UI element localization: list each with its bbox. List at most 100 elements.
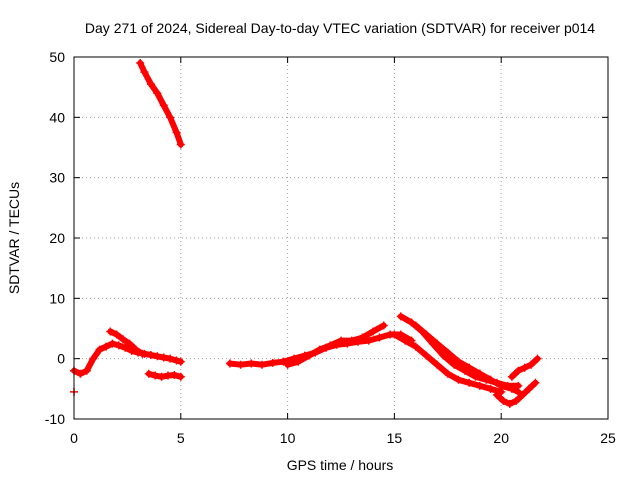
- y-tick-label: 40: [49, 109, 65, 125]
- data-point: [454, 375, 463, 384]
- data-point: [533, 354, 542, 363]
- data-point: [106, 327, 115, 336]
- data-point: [512, 396, 521, 405]
- data-point: [433, 360, 442, 369]
- data-point: [315, 345, 324, 354]
- data-point: [401, 336, 410, 345]
- data-point: [422, 351, 431, 360]
- data-point: [257, 360, 266, 369]
- data-point: [247, 359, 256, 368]
- data-point: [443, 351, 452, 360]
- data-point: [527, 360, 536, 369]
- axis-ticks: 0 5 10 15 20 25 -10 0 10 20 30 40 50: [45, 49, 616, 446]
- data-point: [531, 378, 540, 387]
- data-point: [475, 369, 484, 378]
- grid: [74, 57, 608, 419]
- data-point: [166, 354, 175, 363]
- x-tick-label: 15: [387, 430, 403, 446]
- data-point: [337, 336, 345, 345]
- data-point: [497, 381, 506, 390]
- x-axis-label: GPS time / hours: [287, 457, 394, 473]
- data-point: [422, 330, 431, 339]
- data-point: [144, 369, 153, 378]
- chart-title: Day 271 of 2024, Sidereal Day-to-day VTE…: [85, 20, 595, 36]
- data-point: [279, 357, 288, 366]
- data-point: [411, 321, 420, 330]
- data-point: [433, 339, 442, 348]
- data-point: [119, 335, 128, 344]
- data-point: [396, 312, 405, 321]
- data-point: [170, 370, 179, 379]
- data-point: [347, 336, 356, 345]
- series-arc-12: [492, 378, 540, 408]
- data-point: [153, 352, 162, 361]
- data-point: [95, 345, 104, 354]
- data-point: [492, 390, 501, 399]
- data-point: [172, 128, 181, 137]
- data-point: [112, 330, 121, 339]
- data-point: [172, 356, 181, 365]
- y-tick-label: 30: [49, 170, 65, 186]
- series-arc-1: [70, 339, 185, 378]
- data-point: [294, 357, 303, 366]
- data-point: [358, 333, 367, 342]
- data-point: [379, 321, 388, 330]
- series-trace: [284, 322, 387, 368]
- data-point: [76, 369, 85, 378]
- data-point: [176, 372, 185, 381]
- data-point: [465, 378, 474, 387]
- data-point: [514, 366, 523, 375]
- data-point: [407, 318, 416, 327]
- data-point: [486, 384, 495, 393]
- x-tick-label: 5: [177, 430, 185, 446]
- data-point: [89, 354, 98, 363]
- data-point: [121, 343, 130, 352]
- data-point: [157, 372, 166, 381]
- x-tick-label: 25: [600, 430, 616, 446]
- data-point: [507, 384, 516, 393]
- data-point: [166, 113, 175, 122]
- data-point: [475, 381, 484, 390]
- data-point: [102, 342, 111, 351]
- data-point: [505, 399, 514, 408]
- x-tick-label: 0: [70, 430, 78, 446]
- x-tick-label: 10: [280, 430, 296, 446]
- y-tick-label: 10: [49, 290, 65, 306]
- data-point: [364, 336, 373, 345]
- data-point: [151, 371, 160, 380]
- data-point: [411, 342, 420, 351]
- data-point: [114, 341, 123, 350]
- series-arc-11: [443, 351, 495, 384]
- data-point: [225, 359, 234, 368]
- data-point: [268, 358, 277, 367]
- data-point: [454, 357, 463, 366]
- data-point: [159, 101, 168, 110]
- y-axis-label: SDTVAR / TECUs: [6, 182, 22, 294]
- data-point: [140, 68, 149, 77]
- data-point: [136, 59, 145, 68]
- y-tick-label: 50: [49, 49, 65, 65]
- data-point: [390, 330, 399, 339]
- data-point: [146, 351, 155, 360]
- series-trace: [137, 60, 184, 148]
- data-point: [304, 351, 313, 360]
- data-point: [108, 339, 117, 348]
- data-point: [125, 339, 134, 348]
- data-point: [326, 341, 335, 350]
- data-point: [465, 363, 474, 372]
- data-point: [507, 372, 516, 381]
- data-point: [518, 390, 527, 399]
- data-point: [153, 89, 162, 98]
- data-point: [283, 360, 292, 369]
- data-point: [514, 387, 523, 396]
- data-point: [443, 369, 452, 378]
- data-point: [524, 384, 533, 393]
- data-point: [236, 360, 245, 369]
- data-point: [499, 396, 508, 405]
- y-tick-label: -10: [45, 411, 65, 427]
- data-point: [159, 353, 168, 362]
- y-tick-label: 0: [57, 351, 65, 367]
- x-tick-label: 20: [493, 430, 509, 446]
- series-arc-8: [390, 330, 506, 396]
